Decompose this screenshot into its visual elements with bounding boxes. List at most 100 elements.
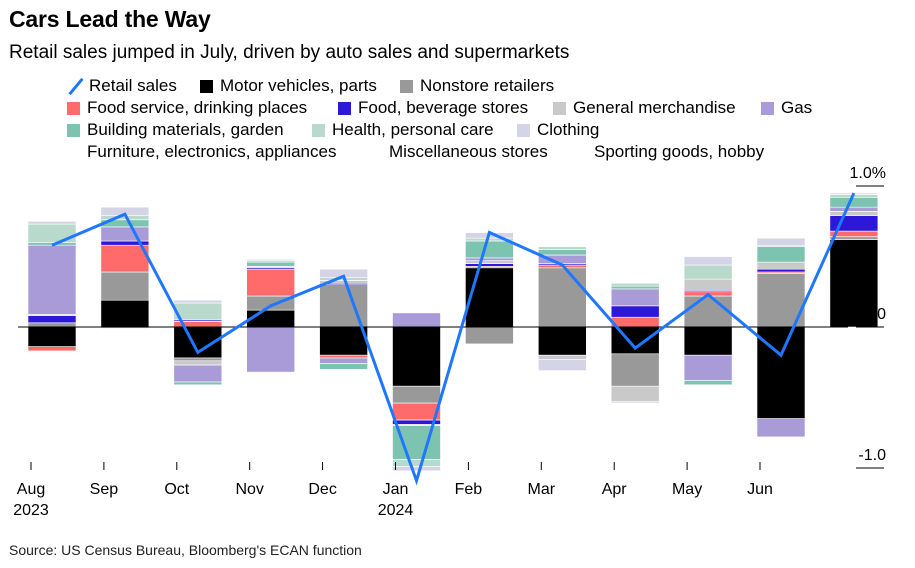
bar-segment xyxy=(27,216,77,219)
legend-label: Clothing xyxy=(537,120,600,139)
bar-segment xyxy=(319,368,368,371)
legend-label: Health, personal care xyxy=(332,120,494,139)
swatch-icon xyxy=(67,101,80,115)
bar-segment xyxy=(246,261,295,267)
swatch-icon xyxy=(574,145,587,159)
bar-segment xyxy=(610,305,660,318)
swatch-icon xyxy=(67,123,80,137)
bar-segment xyxy=(610,353,660,387)
bar-segment xyxy=(537,370,587,373)
x-tick-label: Oct xyxy=(164,481,189,498)
bar-segment xyxy=(100,226,150,242)
bar-segment xyxy=(756,233,806,236)
bar-segment xyxy=(829,206,879,212)
bar-segment xyxy=(829,211,879,216)
bar-segment xyxy=(173,364,223,383)
y-tick-label: 1.0% xyxy=(850,165,886,182)
bar-segment xyxy=(683,256,733,266)
bar-segment xyxy=(465,267,514,328)
bar-segment xyxy=(610,402,660,407)
bar-segment xyxy=(173,384,223,388)
x-tick-label: Jun xyxy=(747,481,773,498)
legend-item-food-bev: Food, beverage stores xyxy=(338,98,528,118)
bar-segment xyxy=(683,295,733,328)
x-tick-year-label: 2023 xyxy=(13,502,49,519)
bar-segment xyxy=(27,346,77,352)
legend-label: Food service, drinking places xyxy=(87,98,308,117)
bar-segment xyxy=(756,246,806,263)
bar-segment xyxy=(319,363,368,370)
bar-segment xyxy=(392,326,441,387)
bar-segment xyxy=(27,326,77,348)
legend-item-gas: Gas xyxy=(761,98,812,118)
x-tick-label: Mar xyxy=(528,481,556,498)
x-tick-label: Apr xyxy=(602,481,628,498)
x-tick-label: Feb xyxy=(455,481,483,498)
bar-segment xyxy=(392,312,441,328)
bar-segment xyxy=(100,299,150,328)
bar-segment xyxy=(756,418,806,438)
bar-segment xyxy=(173,388,223,391)
legend-label: Nonstore retailers xyxy=(420,76,555,95)
x-tick-label: Nov xyxy=(235,481,263,498)
bar-segment xyxy=(610,316,660,328)
bar-segment xyxy=(829,239,879,328)
bar-segment xyxy=(829,188,879,191)
bar-segment xyxy=(756,237,806,246)
bar-segment xyxy=(465,240,514,259)
bar-segment xyxy=(756,261,806,270)
bar-segment xyxy=(246,309,295,328)
bar-segment xyxy=(683,264,733,280)
x-tick-label: Jan xyxy=(383,481,409,498)
bar-segment xyxy=(610,288,660,307)
bar-segment xyxy=(829,236,879,240)
swatch-icon xyxy=(517,123,530,137)
bar-segment xyxy=(683,252,733,255)
bar-segment xyxy=(537,359,587,371)
bar-segment xyxy=(756,236,806,239)
x-tick-label: Sep xyxy=(90,481,119,498)
bar-segment xyxy=(683,380,733,386)
bar-segment xyxy=(610,285,660,290)
legend-item-furniture: Furniture, electronics, appliances xyxy=(67,142,336,162)
y-tick-label: -1.0 xyxy=(858,447,886,464)
bar-segment xyxy=(465,263,514,267)
bar-segment xyxy=(392,459,441,467)
bar-segment xyxy=(537,267,587,328)
legend-item-general: General merchandise xyxy=(553,98,736,118)
bar-segment xyxy=(392,385,441,404)
bar-segment xyxy=(537,246,587,250)
bar-segment xyxy=(246,266,295,269)
x-tick-label: Aug xyxy=(17,481,45,498)
bar-segment xyxy=(173,381,223,386)
swatch-icon xyxy=(369,145,382,159)
bar-segment xyxy=(173,360,223,366)
legend-label: General merchandise xyxy=(573,98,736,117)
bar-segment xyxy=(683,354,733,381)
chart-title: Cars Lead the Way xyxy=(9,6,211,32)
swatch-icon xyxy=(761,101,774,115)
bar-segment xyxy=(465,228,514,231)
bar-segment xyxy=(27,315,77,324)
bar-segment xyxy=(319,357,368,364)
swatch-icon xyxy=(338,101,351,115)
bar-segment xyxy=(319,354,368,359)
legend-item-food-service: Food service, drinking places xyxy=(67,98,307,118)
swatch-icon xyxy=(200,79,213,93)
bar-segment xyxy=(610,385,660,403)
legend-item-health: Health, personal care xyxy=(312,120,494,140)
x-tick-label: Dec xyxy=(308,481,336,498)
bar-segment xyxy=(537,243,587,246)
swatch-icon xyxy=(553,101,566,115)
swatch-icon xyxy=(400,79,413,93)
bar-segment xyxy=(173,299,223,304)
bar-segment xyxy=(246,268,295,297)
bar-segment xyxy=(465,326,514,345)
x-tick-year-label: 2024 xyxy=(378,502,414,519)
bar-segment xyxy=(246,326,295,373)
bar-segment xyxy=(537,354,587,360)
x-tick-label: May xyxy=(672,481,702,498)
legend-label: Food, beverage stores xyxy=(358,98,529,117)
bar-segment xyxy=(683,278,733,291)
